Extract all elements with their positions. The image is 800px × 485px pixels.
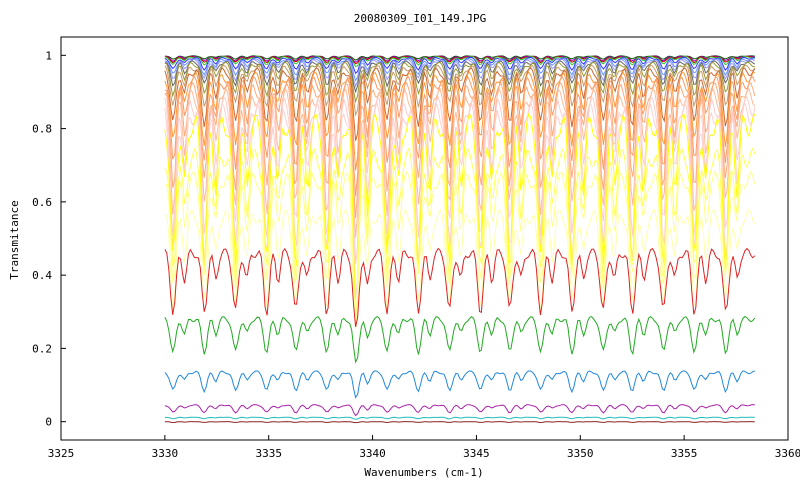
y-tick-label: 0.2: [32, 342, 52, 355]
y-axis-ticks: 0 0.2 0.4 0.6 0.8 1: [32, 49, 66, 429]
series-line: [164, 56, 755, 75]
series-line: [164, 64, 756, 117]
x-tick-label: 3330: [152, 447, 179, 460]
series-line: [164, 58, 756, 88]
series-line: [164, 421, 755, 424]
y-tick-label: 1: [45, 49, 52, 62]
x-tick-label: 3360: [775, 447, 800, 460]
series-line: [164, 208, 756, 330]
y-tick-label: 0.6: [32, 196, 52, 209]
series-line: [164, 315, 756, 364]
series-line: [164, 75, 756, 197]
series-line: [164, 81, 756, 219]
y-axis-label: Transmitance: [8, 200, 21, 279]
series-line: [164, 55, 755, 65]
x-tick-label: 3355: [671, 447, 698, 460]
x-axis-label: Wavenumbers (cm-1): [364, 466, 483, 479]
series-line: [164, 247, 756, 328]
y-tick-label: 0: [45, 416, 52, 429]
chart-title: 20080309_I01_149.JPG: [354, 12, 486, 25]
series-line: [164, 112, 756, 320]
series-line: [164, 87, 756, 238]
x-tick-label: 3335: [255, 447, 282, 460]
x-tick-label: 3340: [359, 447, 386, 460]
x-tick-label: 3345: [463, 447, 490, 460]
series-line: [164, 404, 755, 417]
plot-frame: [60, 36, 789, 441]
x-tick-label: 3325: [48, 447, 75, 460]
series-line: [164, 416, 755, 420]
series-line: [164, 60, 756, 94]
series-line: [164, 61, 755, 104]
x-tick-label: 3350: [567, 447, 594, 460]
series-line: [164, 67, 756, 141]
series-layer: [164, 55, 756, 424]
series-line: [164, 170, 756, 320]
series-line: [164, 56, 755, 68]
y-tick-label: 0.8: [32, 123, 52, 136]
series-line: [164, 147, 756, 324]
series-line: [164, 71, 755, 171]
y-tick-label: 0.4: [32, 269, 52, 282]
series-line: [164, 370, 756, 399]
series-line: [164, 95, 756, 265]
x-axis-ticks: 3325 3330 3335 3340 3345 3350 3355 3360: [48, 435, 800, 460]
